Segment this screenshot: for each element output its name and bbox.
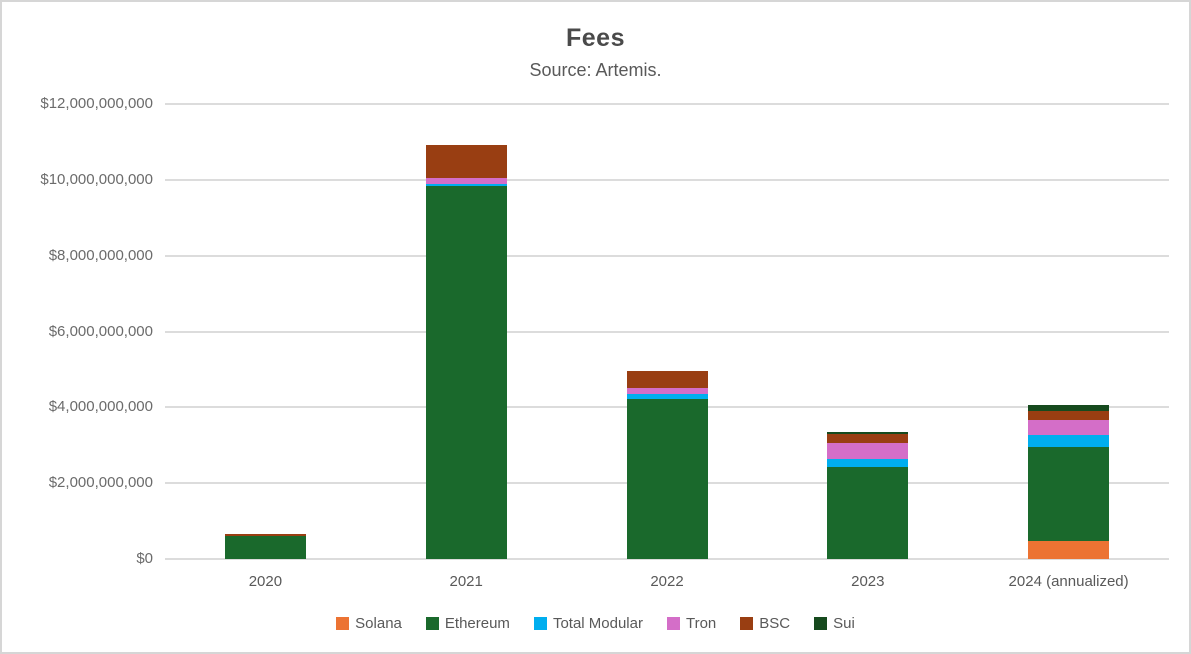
bar-segment-sui xyxy=(827,432,909,435)
bar-segment-sui xyxy=(1028,405,1110,411)
legend-label-bsc: BSC xyxy=(759,615,791,632)
bar-segment-solana xyxy=(1028,540,1110,559)
legend-swatch-tron xyxy=(666,617,680,630)
legend-item-total-modular: Total Modular xyxy=(533,615,643,632)
legend-item-ethereum: Ethereum xyxy=(425,615,510,632)
y-tick-label: $4,000,000,000 xyxy=(48,398,153,416)
bar-segment-bsc xyxy=(1028,410,1110,420)
y-tick-label: $2,000,000,000 xyxy=(48,474,153,492)
legend-swatch-solana xyxy=(336,617,350,630)
bar-segment-total-modular xyxy=(827,458,909,467)
bar-segment-bsc xyxy=(224,534,306,537)
y-tick-label: $6,000,000,000 xyxy=(48,322,153,340)
bar-2023 xyxy=(827,432,909,559)
legend-item-solana: Solana xyxy=(336,615,402,632)
bar-segment-tron xyxy=(1028,419,1110,436)
y-tick-label: $0 xyxy=(136,550,153,567)
legend-item-bsc: BSC xyxy=(740,615,790,632)
gridline-0 xyxy=(165,558,1169,560)
plot-area xyxy=(165,103,1169,560)
legend-swatch-bsc xyxy=(740,617,754,630)
gridline-10-000-000-000 xyxy=(165,178,1169,181)
bar-2020 xyxy=(224,534,306,559)
legend-swatch-total-modular xyxy=(533,617,547,630)
bar-segment-ethereum xyxy=(626,398,708,559)
y-tick-label: $8,000,000,000 xyxy=(48,246,153,264)
bar-segment-bsc xyxy=(626,370,708,389)
legend-label-total-modular: Total Modular xyxy=(552,615,643,632)
bar-segment-total-modular xyxy=(425,183,507,187)
y-tick-label: $10,000,000,000 xyxy=(40,170,153,188)
bar-segment-ethereum xyxy=(224,536,306,559)
x-tick-label: 2021 xyxy=(449,573,483,590)
legend-label-tron: Tron xyxy=(685,615,717,632)
bar-2022 xyxy=(626,370,708,559)
bar-segment-tron xyxy=(827,443,909,459)
x-tick-label: 2024 (annualized) xyxy=(1008,573,1129,590)
legend-label-sui: Sui xyxy=(833,615,855,632)
bar-segment-tron xyxy=(626,388,708,395)
x-tick-label: 2022 xyxy=(650,573,684,590)
bar-segment-total-modular xyxy=(1028,435,1110,447)
legend-item-sui: Sui xyxy=(814,615,855,632)
bar-segment-total-modular xyxy=(626,394,708,399)
y-tick-label: $12,000,000,000 xyxy=(40,95,153,112)
legend-label-ethereum: Ethereum xyxy=(444,615,510,632)
bar-segment-tron xyxy=(425,177,507,184)
x-tick-label: 2020 xyxy=(248,573,283,590)
gridline-8-000-000-000 xyxy=(165,254,1169,257)
gridline-12-000-000-000 xyxy=(165,103,1169,105)
legend-swatch-sui xyxy=(814,617,828,630)
legend-item-tron: Tron xyxy=(666,615,717,632)
bar-segment-ethereum xyxy=(827,466,909,559)
legend-label-solana: Solana xyxy=(355,615,402,632)
legend-swatch-ethereum xyxy=(425,617,439,630)
chart-subtitle: Source: Artemis. xyxy=(529,60,662,80)
chart-title: Fees xyxy=(566,24,625,52)
bar-2024-annualized xyxy=(1028,405,1110,559)
bar-segment-ethereum xyxy=(1028,446,1110,541)
bar-segment-ethereum xyxy=(425,186,507,559)
x-tick-label: 2023 xyxy=(851,573,885,590)
bar-segment-bsc xyxy=(827,434,909,444)
legend: Solana Ethereum Total Modular Tron BSC Sui xyxy=(2,615,1189,632)
bar-segment-bsc xyxy=(425,144,507,178)
bar-2021 xyxy=(425,144,507,559)
gridline-6-000-000-000 xyxy=(165,330,1169,333)
